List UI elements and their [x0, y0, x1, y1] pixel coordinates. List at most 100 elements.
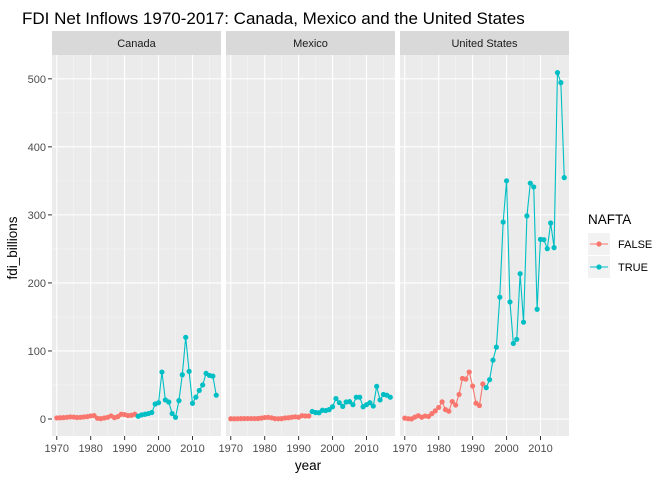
y-tick-label: 200: [28, 278, 46, 290]
y-tick-label: 400: [28, 142, 46, 154]
data-point: [186, 368, 192, 374]
data-point: [183, 334, 189, 340]
data-point: [326, 407, 332, 413]
y-tick-label: 100: [28, 346, 46, 358]
data-point: [551, 245, 557, 251]
data-point: [470, 383, 476, 389]
x-tick-label: 2000: [320, 443, 344, 455]
series-line-nafta-true: [485, 72, 565, 388]
x-tick-label: 1990: [460, 443, 484, 455]
facet-strip-label: United States: [451, 38, 518, 50]
facet-united-states: United States 1970 1980 1990 2000 2010: [393, 31, 569, 455]
data-point: [176, 398, 182, 404]
data-point: [541, 237, 547, 243]
data-point: [476, 402, 483, 409]
facet-strip: [400, 31, 569, 55]
legend-items: FALSE TRUE: [588, 233, 652, 278]
y-tick-label: 0: [40, 414, 46, 426]
x-tick-label: 1970: [219, 443, 243, 455]
data-point: [520, 319, 527, 325]
data-point: [189, 400, 196, 406]
x-tick-label: 1970: [393, 443, 417, 455]
data-point: [210, 373, 216, 379]
data-point: [531, 184, 537, 190]
panel-background: [400, 55, 569, 436]
data-point: [463, 376, 469, 382]
data-point: [306, 413, 312, 419]
facet-strip: [52, 31, 221, 55]
data-point: [432, 408, 438, 414]
data-point: [466, 369, 472, 375]
data-point: [507, 299, 513, 305]
facet-strip-label: Mexico: [293, 38, 328, 50]
data-point: [490, 357, 496, 363]
data-point: [517, 271, 523, 277]
data-point: [436, 404, 442, 411]
data-point: [213, 392, 219, 398]
x-tick-label: 1990: [286, 443, 310, 455]
legend-item-label: TRUE: [618, 262, 648, 274]
data-point: [374, 383, 380, 389]
data-point: [172, 414, 179, 420]
data-point: [558, 80, 564, 86]
data-point: [350, 402, 356, 408]
data-point: [159, 369, 165, 375]
x-axis-label: year: [295, 458, 322, 473]
data-point: [333, 395, 339, 402]
y-tick-label: 300: [28, 210, 46, 222]
data-point: [456, 391, 462, 398]
legend-item-label: FALSE: [618, 239, 652, 251]
data-point: [497, 294, 503, 300]
data-point: [425, 413, 432, 420]
facet-mexico: Mexico 1970 1980 1990 2000 2010: [219, 31, 395, 455]
x-tick-label: 2010: [354, 443, 378, 455]
data-point: [149, 409, 155, 416]
data-point: [340, 403, 346, 410]
data-point: [514, 336, 520, 342]
data-point: [510, 340, 516, 347]
legend-key-point: [596, 264, 602, 270]
data-point: [367, 400, 373, 406]
x-tick-label: 2010: [528, 443, 552, 455]
data-point: [493, 344, 499, 350]
data-point: [200, 382, 206, 388]
legend-title: NAFTA: [588, 212, 631, 227]
data-point: [155, 400, 162, 406]
data-point: [544, 246, 550, 252]
data-point: [193, 394, 199, 400]
data-point: [486, 377, 493, 383]
data-point: [329, 404, 336, 410]
data-point: [503, 178, 510, 184]
data-point: [196, 387, 202, 394]
data-point: [483, 385, 489, 391]
data-point: [387, 394, 393, 400]
x-tick-label: 1970: [45, 443, 69, 455]
data-point: [480, 381, 486, 387]
data-point: [169, 410, 175, 417]
data-point: [524, 213, 530, 219]
y-tick-label: 500: [28, 74, 46, 86]
legend: NAFTA FALSE TRUE: [588, 212, 652, 278]
data-point: [336, 400, 342, 406]
data-point: [453, 402, 459, 408]
data-point: [166, 399, 172, 405]
x-tick-label: 2000: [146, 443, 170, 455]
x-tick-label: 1980: [78, 443, 102, 455]
data-point: [554, 70, 561, 76]
facet-canada: Canada 1970 1980 1990 2000 2010: [45, 31, 221, 455]
data-point: [449, 398, 455, 405]
facet-panels: 0 100 200 300 400 500 Canada 1970 1980 1990 2000 20…: [28, 31, 569, 455]
data-point: [534, 306, 540, 312]
chart-title: FDI Net Inflows 1970-2017: Canada, Mexic…: [22, 9, 525, 28]
data-point: [357, 394, 363, 400]
data-point: [561, 175, 567, 181]
facet-strip: [226, 31, 395, 55]
data-point: [446, 408, 452, 414]
data-point: [500, 219, 506, 225]
legend-key-point: [596, 241, 602, 247]
legend-item-true: TRUE: [588, 256, 648, 278]
data-point: [370, 403, 376, 409]
x-tick-label: 1990: [112, 443, 136, 455]
legend-item-false: FALSE: [588, 233, 652, 255]
